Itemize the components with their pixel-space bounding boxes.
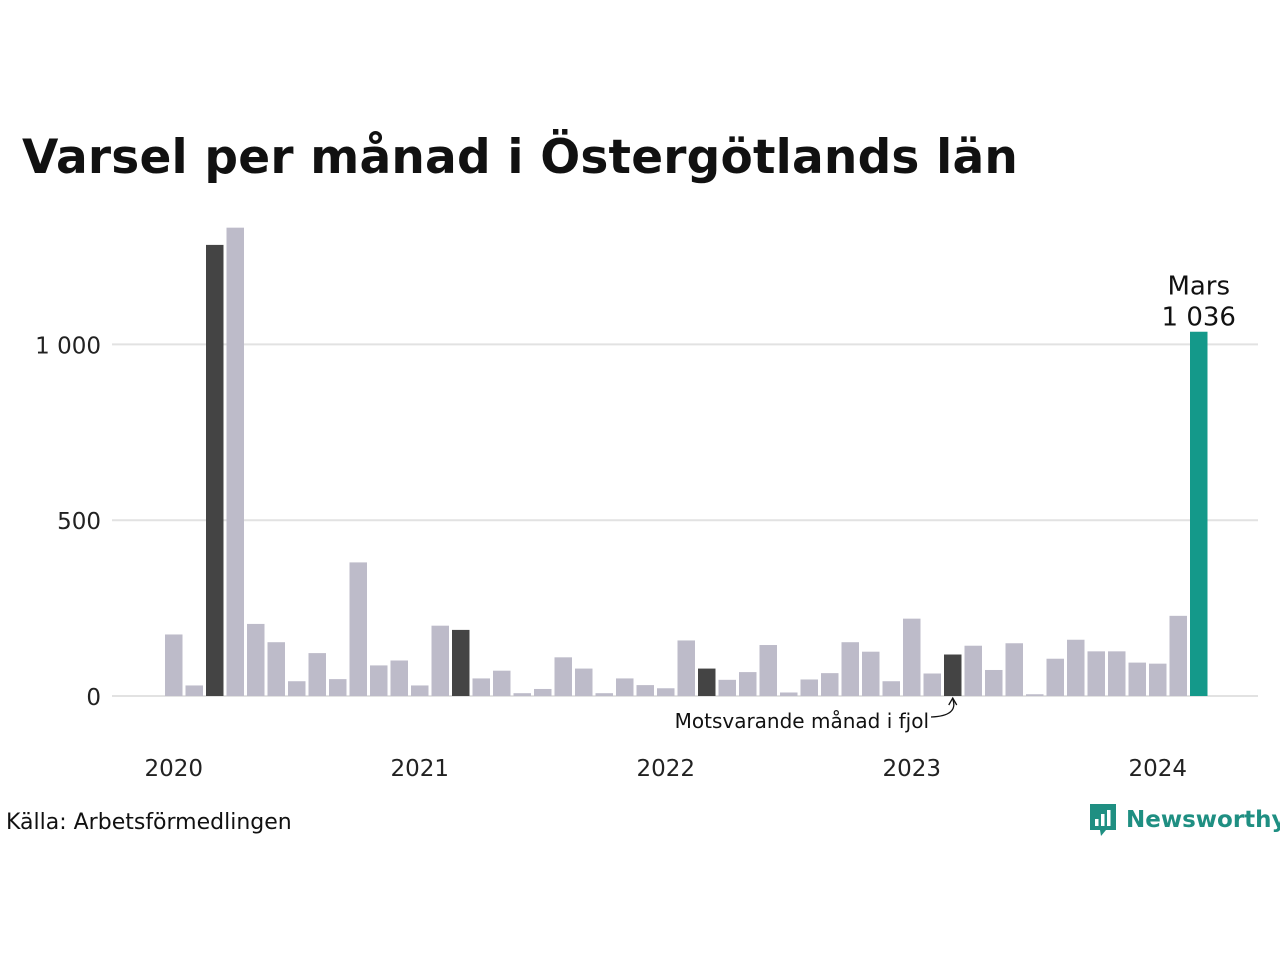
bar (964, 645, 982, 696)
bar (677, 640, 695, 696)
bar (1087, 651, 1105, 696)
annotation-arrowhead (948, 696, 958, 706)
bar (1005, 643, 1023, 696)
bar (513, 693, 531, 696)
bar (206, 244, 224, 696)
bar (800, 679, 818, 696)
bar (247, 623, 265, 696)
x-tick-label: 2022 (636, 756, 695, 782)
x-tick-label: 2024 (1128, 756, 1187, 782)
bar (226, 227, 244, 696)
bars (165, 227, 1208, 696)
brand-name: Newsworthy (1126, 807, 1280, 833)
bar (575, 668, 593, 696)
bar (657, 688, 675, 696)
y-tick-label: 1 000 (35, 333, 101, 359)
bar (1169, 615, 1187, 696)
chart-title: Varsel per månad i Östergötlands län (22, 130, 1019, 185)
bar (1108, 651, 1126, 696)
bar (821, 673, 839, 696)
bar (534, 688, 552, 696)
bar (329, 679, 347, 696)
bar (288, 681, 306, 696)
bar (554, 657, 572, 696)
bar (452, 629, 470, 696)
source-note: Källa: Arbetsförmedlingen (6, 810, 292, 835)
bar (698, 668, 716, 696)
bar (718, 679, 736, 696)
bar (903, 618, 921, 696)
x-tick-label: 2020 (144, 756, 203, 782)
brand-logo[interactable]: Newsworthy (1088, 802, 1280, 838)
bar (1149, 663, 1167, 696)
bar (882, 681, 900, 696)
bar (1026, 694, 1044, 696)
bar (1046, 658, 1064, 696)
bar (739, 672, 757, 696)
bar (472, 678, 490, 696)
bar (841, 642, 859, 696)
bar (780, 692, 798, 696)
bar (267, 642, 285, 696)
bar (862, 651, 880, 696)
comparison-annotation: Motsvarande månad i fjol (675, 709, 929, 733)
bar (185, 685, 203, 696)
bar (431, 625, 449, 696)
bar (1128, 662, 1146, 696)
y-tick-label: 500 (57, 509, 101, 535)
current-value-label: 1 036 (1162, 303, 1236, 333)
annotation-arrow (930, 698, 955, 718)
x-tick-label: 2023 (882, 756, 941, 782)
bar (411, 685, 429, 696)
y-tick-label: 0 (86, 685, 101, 711)
x-axis-labels: 2020 2021 2022 2023 2024 (144, 756, 1187, 782)
bar (390, 660, 408, 696)
bar (1067, 639, 1085, 696)
bar (165, 634, 183, 696)
x-tick-label: 2021 (390, 756, 449, 782)
current-month-label: Mars (1167, 272, 1230, 302)
bar (923, 673, 941, 696)
y-axis-labels: 0 500 1 000 (35, 333, 101, 711)
bar (759, 645, 777, 696)
bar (944, 654, 962, 696)
bar (1190, 331, 1208, 696)
bar (616, 678, 634, 696)
bar (308, 653, 326, 696)
bar (493, 670, 511, 696)
bar (636, 685, 654, 696)
bar (985, 669, 1003, 696)
bar (370, 665, 388, 696)
newsworthy-logo-icon (1090, 804, 1116, 836)
bar (595, 693, 613, 696)
bar (349, 562, 367, 696)
